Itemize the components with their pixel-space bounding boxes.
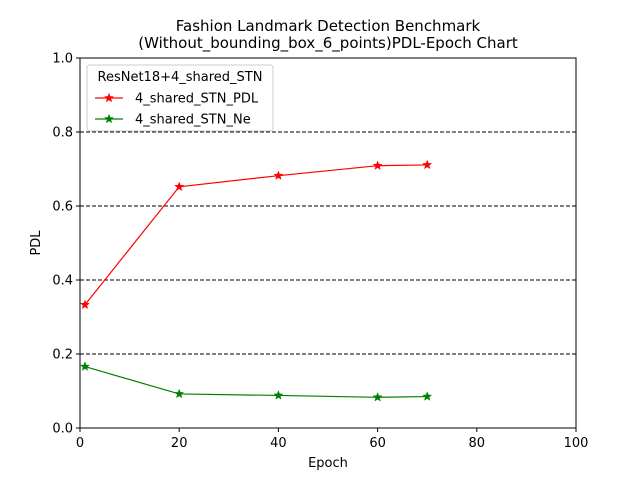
grid [80, 131, 576, 355]
y-tick-label: 0.8 [52, 126, 73, 141]
data-point-star [273, 170, 284, 180]
x-tick-label: 80 [469, 436, 486, 451]
y-tick-label: 0.6 [52, 200, 73, 215]
data-point-star [372, 391, 383, 402]
chart-title-line1: Fashion Landmark Detection Benchmark [176, 17, 481, 35]
legend-label: 4_shared_STN_PDL [135, 92, 259, 107]
plot-frame [79, 57, 577, 429]
data-point-star [372, 160, 383, 170]
x-tick-label: 0 [76, 436, 84, 451]
chart-title-line2: (Without_bounding_box_6_points)PDL-Epoch… [138, 34, 518, 53]
y-axis: 0.0 0.2 0.4 0.6 0.8 1.0 [52, 52, 80, 437]
data-point-star [422, 391, 433, 401]
legend-label: 4_shared_STN_Ne [135, 113, 251, 128]
data-point-star [174, 388, 185, 399]
y-tick-label: 1.0 [52, 52, 73, 67]
data-point-star [79, 361, 91, 371]
legend-box [86, 64, 274, 132]
data-point-star [79, 299, 91, 310]
y-tick-label: 0.0 [52, 422, 73, 437]
x-axis: 0 20 40 60 80 100 [76, 428, 589, 451]
plot-series [79, 159, 433, 402]
x-tick-label: 20 [171, 436, 188, 451]
legend: ResNet18+4_shared_STN 4_shared_STN_PDL 4_… [86, 64, 274, 132]
x-tick-label: 40 [270, 436, 287, 451]
legend-marker-icon [103, 92, 115, 103]
x-tick-label: 60 [369, 436, 386, 451]
legend-marker-icon [103, 113, 115, 124]
y-tick-label: 0.4 [52, 274, 73, 289]
legend-title: ResNet18+4_shared_STN [98, 70, 263, 85]
y-axis-label: PDL [29, 230, 44, 256]
x-tick-label: 100 [564, 436, 589, 451]
y-tick-label: 0.2 [52, 348, 73, 363]
x-axis-label: Epoch [308, 456, 348, 471]
data-point-star [273, 390, 284, 400]
data-point-star [174, 181, 185, 192]
data-point-star [422, 159, 433, 170]
